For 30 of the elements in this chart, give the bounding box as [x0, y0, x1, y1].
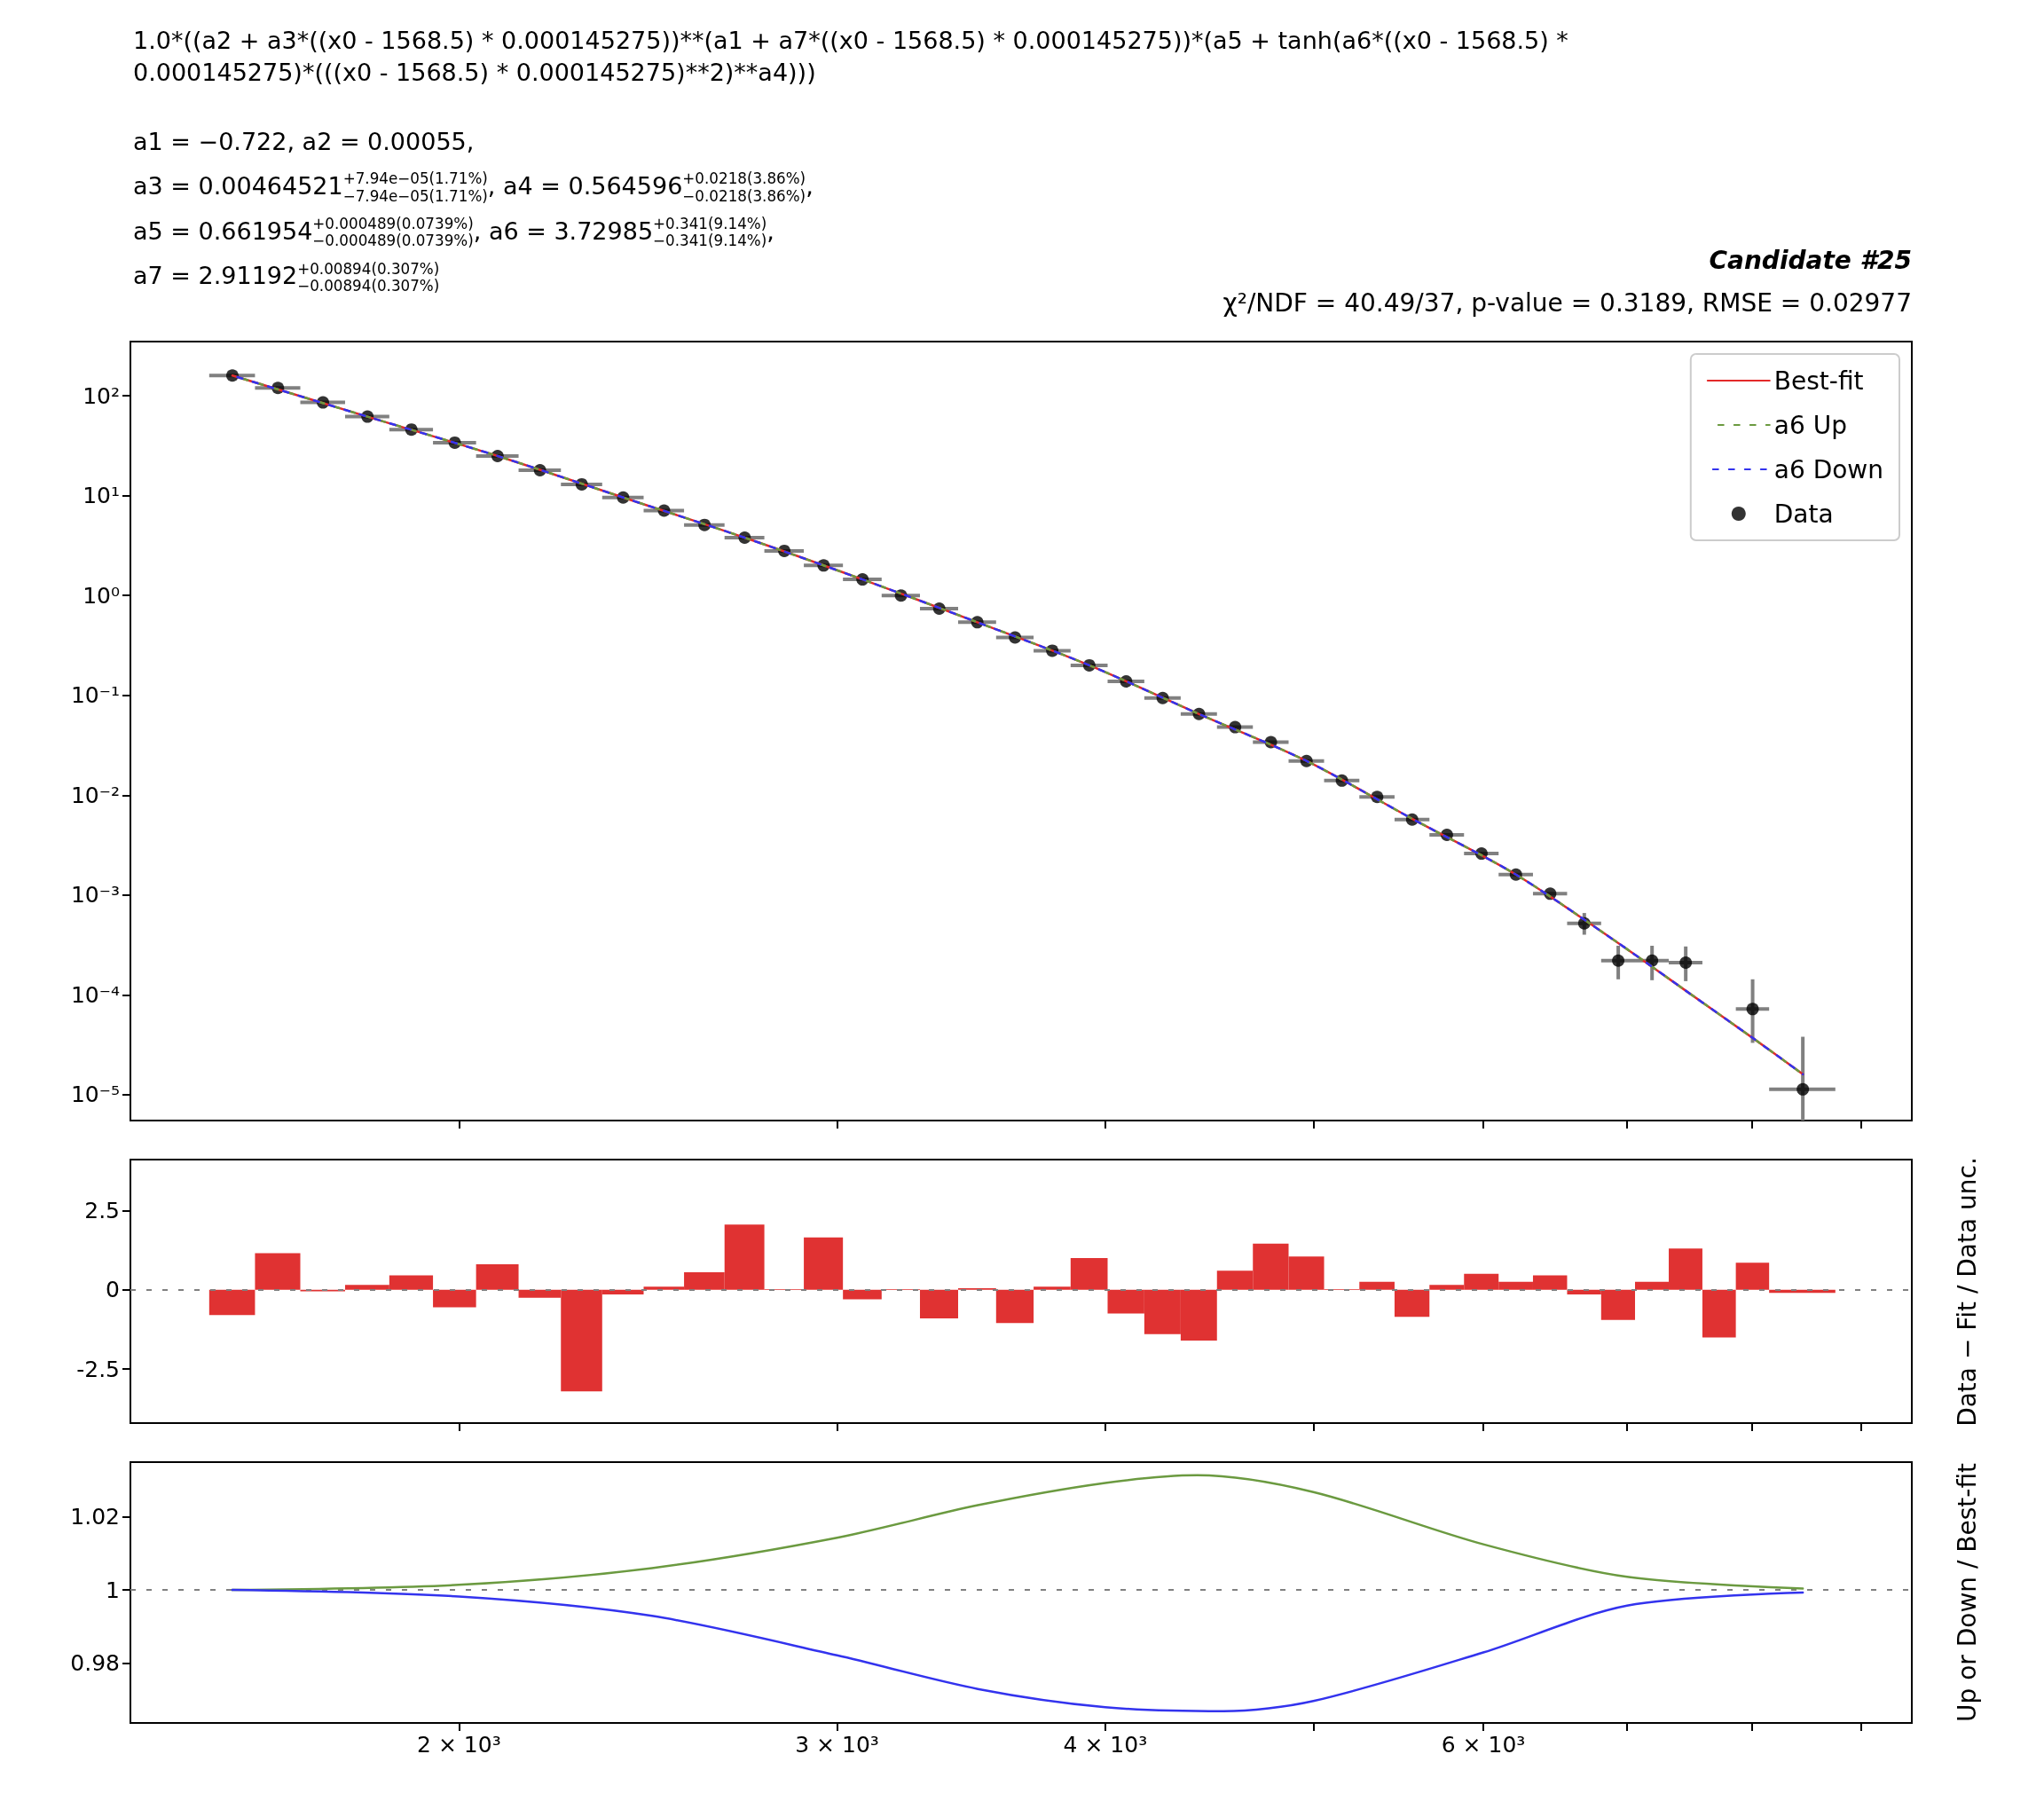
y-tick-label: 10⁻² [70, 782, 120, 808]
chart-title: Candidate #25 [1709, 246, 1912, 275]
y-tick-label: 0.98 [70, 1649, 120, 1676]
legend-label: Best-fit [1773, 366, 1864, 396]
y-axis-title: Data − Fit / Data unc. [1952, 1156, 1982, 1427]
y-tick-label: 10⁻¹ [70, 682, 120, 709]
y-tick-label: 2.5 [84, 1197, 120, 1223]
y-tick-label: 10⁻⁵ [70, 1082, 120, 1108]
chart-subtitle: χ²/NDF = 40.49/37, p-value = 0.3189, RMSE = 0.02977 [1222, 288, 1912, 318]
text: 1.0*((a2 + a3*((x0 - 1568.5) * 0.000145275))**(a1 + a7*((x0 - 1568.5) * 0.000145275))*(a5 + tanh(a6*((x0 - 1568.5) * 0.000145275)*(((x0 - 1568.5) * 0.000145275)**2)**a4))) [133, 27, 1568, 86]
y-tick-label: -2.5 [76, 1356, 120, 1382]
y-tick-label: 10¹ [83, 483, 120, 509]
y-tick-label: 1 [106, 1577, 120, 1603]
x-tick-label: 3 × 10³ [795, 1732, 879, 1758]
y-tick-label: 1.02 [70, 1504, 120, 1530]
x-tick-label: 6 × 10³ [1441, 1732, 1526, 1758]
legend-label: a6 Up [1773, 410, 1847, 440]
x-tick-label: 4 × 10³ [1063, 1732, 1148, 1758]
y-tick-label: 0 [106, 1277, 120, 1303]
text: a5 = 0.661954$^{+0.000489(0.0739%)}$$_{−0.000489(0.0739%)}$, a6 = 3.72985$^{+0.341(9.14%)}$$_{−0.341(9.14%)}$, [133, 214, 775, 250]
legend-label: a6 Down [1773, 454, 1884, 484]
y-tick-label: 10² [83, 382, 120, 409]
text: a1 = −0.722, a2 = 0.00055, [133, 127, 476, 157]
x-tick-label: 2 × 10³ [417, 1732, 501, 1758]
y-axis-title: Up or Down / Best-fit [1952, 1462, 1982, 1723]
legend-label: Data [1773, 499, 1834, 529]
y-tick-label: 10⁰ [83, 582, 120, 609]
text: a3 = 0.00464521$^{+7.94e−05(1.71%)}$$_{−7.94e−05(1.71%)}$, a4 = 0.564596$^{+0.0218(3.86%)}$$_{−0.0218(3.86%)}$, [133, 169, 814, 205]
y-tick-label: 10⁻³ [70, 882, 120, 908]
y-tick-label: 10⁻⁴ [70, 981, 120, 1008]
